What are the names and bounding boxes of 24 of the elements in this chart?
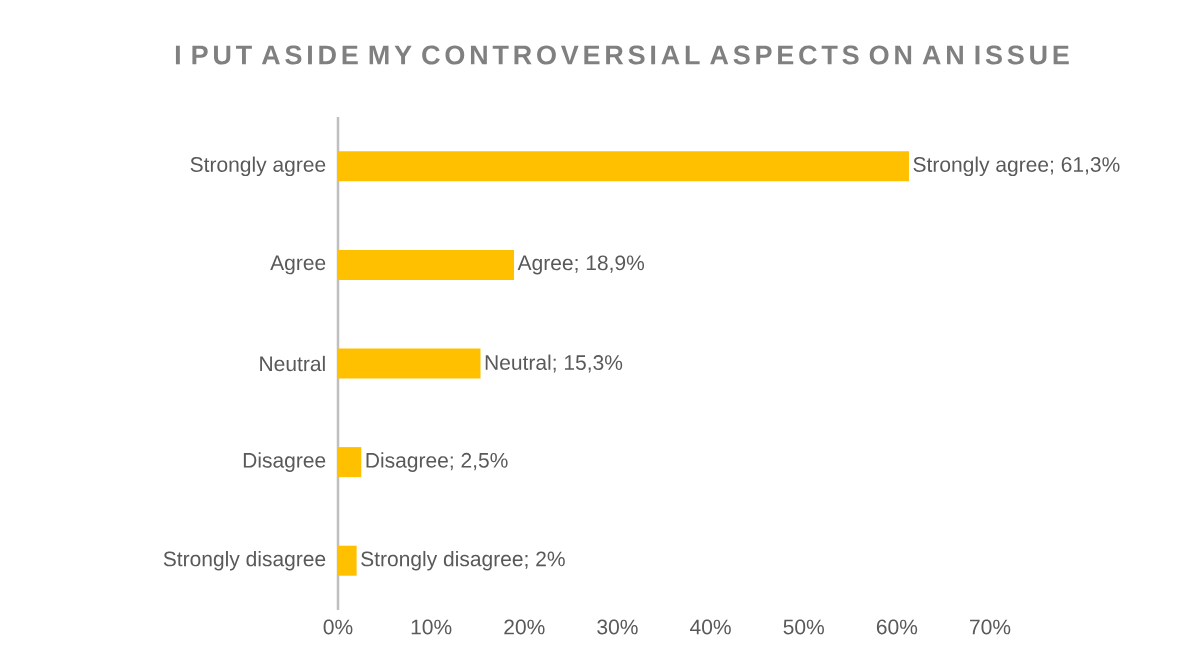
- bar: [338, 447, 362, 478]
- data-label: Disagree; 2,5%: [366, 452, 508, 472]
- bar: [338, 545, 357, 576]
- data-label: Agree; 18,9%: [517, 255, 645, 275]
- x-tick-label: 30%: [597, 619, 638, 635]
- x-tick-label: 70%: [970, 619, 1011, 635]
- y-tick-label: Strongly agree: [190, 156, 326, 177]
- bar: [338, 249, 515, 280]
- y-tick-label: Agree: [270, 255, 326, 275]
- bar: [338, 151, 909, 182]
- x-tick-label: 50%: [783, 619, 824, 635]
- data-label: Strongly disagree; 2%: [361, 550, 565, 571]
- x-tick-label: 20%: [504, 619, 545, 635]
- y-tick-label: Neutral: [260, 355, 325, 372]
- data-label: Strongly agree; 61,3%: [913, 156, 1120, 177]
- x-tick-label: 10%: [411, 619, 452, 635]
- bar: [338, 348, 481, 379]
- x-tick-label: 60%: [876, 619, 918, 635]
- y-tick-label: Disagree: [243, 452, 326, 472]
- data-label: Neutral; 15,3%: [485, 354, 623, 373]
- x-tick-label: 0%: [323, 619, 353, 635]
- x-tick-label: 40%: [690, 619, 731, 635]
- chart-title: I PUT ASIDE MY CONTROVERSIAL ASPECTS ON AN ISSUE: [175, 45, 1069, 65]
- y-tick-label: Strongly disagree: [163, 550, 326, 571]
